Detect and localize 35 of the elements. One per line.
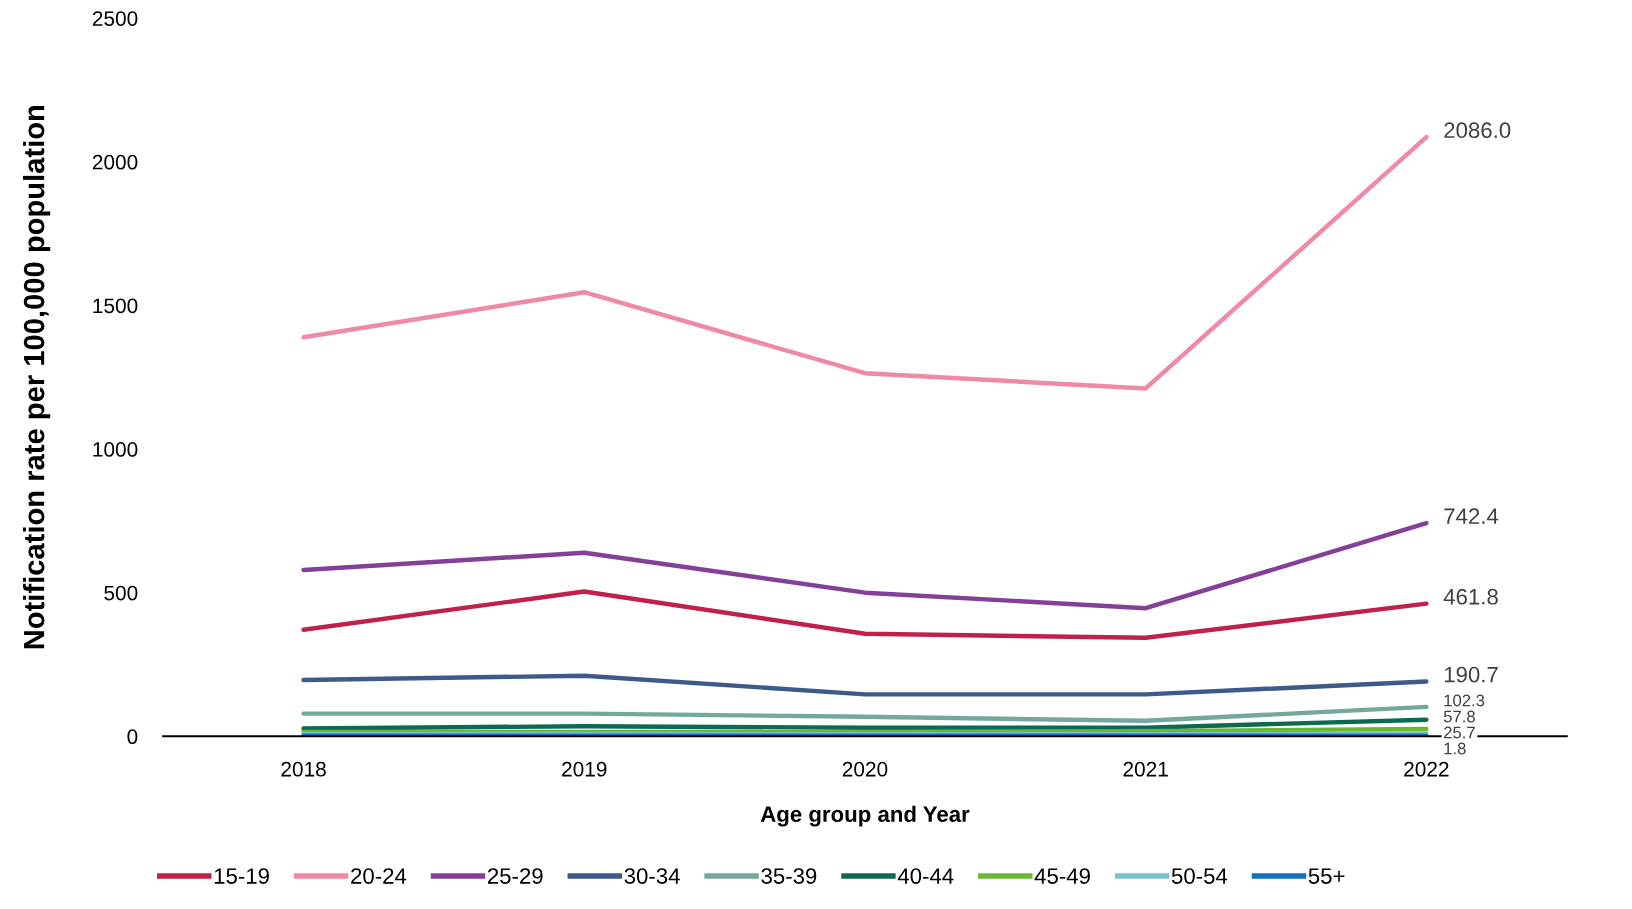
y-tick-label: 500 bbox=[104, 585, 138, 601]
line-series bbox=[301, 589, 1429, 640]
line-series bbox=[301, 704, 1429, 723]
data-label: 461.8 bbox=[1443, 588, 1498, 605]
line-series bbox=[301, 673, 1429, 697]
y-tick-label: 2500 bbox=[92, 11, 138, 26]
x-axis-title: Age group and Year bbox=[760, 805, 970, 827]
line-series bbox=[301, 520, 1429, 611]
x-tick-label: 2019 bbox=[562, 761, 607, 777]
data-label: 57.8 bbox=[1443, 710, 1475, 723]
legend-label: 40-44 bbox=[897, 868, 954, 884]
x-tick-label: 2021 bbox=[1123, 761, 1168, 777]
y-axis-title: Notification rate per 100,000 population bbox=[23, 105, 51, 649]
legend-label: 25-29 bbox=[487, 868, 543, 884]
data-label: 190.7 bbox=[1444, 666, 1498, 683]
y-tick-label: 1500 bbox=[93, 298, 138, 314]
y-tick-label: 0 bbox=[127, 729, 138, 745]
data-label: 102.3 bbox=[1444, 694, 1485, 707]
data-label: 2086.0 bbox=[1444, 122, 1511, 139]
data-label: 742.4 bbox=[1444, 508, 1499, 524]
legend-label: 55+ bbox=[1308, 868, 1345, 884]
x-tick-label: 2022 bbox=[1404, 761, 1449, 777]
data-label: 1.8 bbox=[1444, 742, 1466, 755]
line-series bbox=[301, 134, 1429, 391]
legend-label: 50-54 bbox=[1171, 868, 1228, 884]
legend-label: 35-39 bbox=[761, 868, 817, 884]
legend-label: 30-34 bbox=[624, 868, 680, 884]
legend-label: 20-24 bbox=[351, 868, 407, 884]
line-series bbox=[301, 717, 1429, 731]
legend-label: 15-19 bbox=[214, 868, 269, 884]
x-tick-label: 2018 bbox=[281, 761, 326, 777]
y-tick-label: 1000 bbox=[93, 442, 138, 457]
legend-label: 45-49 bbox=[1034, 868, 1090, 884]
y-tick-label: 2000 bbox=[92, 154, 138, 170]
x-tick-label: 2020 bbox=[842, 761, 888, 777]
